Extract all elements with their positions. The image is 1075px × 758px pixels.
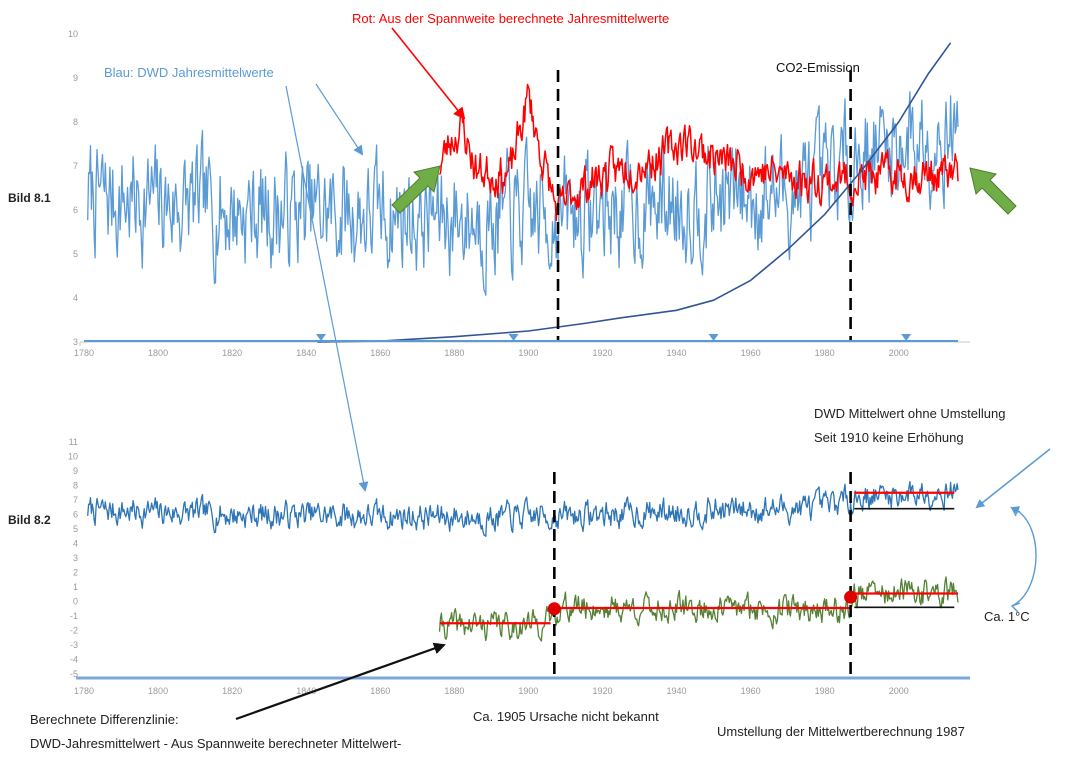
arrow-red-title: [391, 27, 466, 120]
chart-2-y-ticks: -5 -4 -3 -2 -1 0 1 2 3 4 5 6 7 8 9 10 11: [68, 437, 78, 679]
y-tick-label: 2: [73, 568, 78, 578]
x-tick-label: 1920: [592, 686, 612, 696]
co2-label: CO2-Emission: [776, 60, 860, 75]
series-line: [438, 576, 959, 642]
y-tick-label: 5: [73, 249, 78, 259]
chart-1-x-ticks: 1780 1800 1820 1840 1860 1880 1900 1920 1940 1960…: [74, 348, 909, 358]
arrow-blue-title-1: [315, 83, 364, 156]
chart-1-series: [84, 42, 959, 343]
panel-label-1: Bild 8.1: [8, 191, 51, 205]
arrow-diff-line: [235, 642, 446, 721]
series-line: [87, 480, 959, 537]
y-tick-label: -5: [70, 669, 78, 679]
y-tick-label: 9: [73, 466, 78, 476]
x-tick-label: 1780: [74, 348, 94, 358]
umstellung-label: Umstellung der Mittelwertberechnung 1987: [717, 724, 965, 739]
y-tick-label: 0: [73, 597, 78, 607]
y-tick-label: -2: [70, 626, 78, 636]
diff-line-label-1: Berechnete Differenzlinie:: [30, 712, 179, 727]
y-tick-label: 11: [69, 437, 78, 447]
series-line: [317, 42, 952, 343]
x-tick-label: 2000: [889, 348, 909, 358]
y-tick-label: -1: [70, 611, 78, 621]
y-tick-label: 8: [73, 481, 78, 491]
y-tick-label: 9: [73, 73, 78, 83]
red-dot: [547, 602, 561, 616]
chart-2-series: [87, 472, 959, 674]
x-tick-label: 1880: [444, 348, 464, 358]
x-tick-label: 1960: [741, 348, 761, 358]
x-tick-label: 1800: [148, 686, 168, 696]
dwd-note-line-2: Seit 1910 keine Erhöhung: [814, 430, 964, 445]
x-tick-label: 1780: [74, 686, 94, 696]
x-tick-label: 1840: [296, 348, 316, 358]
panel-label-2: Bild 8.2: [8, 513, 51, 527]
x-tick-label: 1880: [444, 686, 464, 696]
y-tick-label: 7: [73, 495, 78, 505]
annotation-arrows: [235, 27, 1051, 721]
blue-series-title: Blau: DWD Jahresmittelwerte: [104, 65, 274, 80]
y-tick-label: 3: [73, 337, 78, 347]
arrow-curved-back: [1010, 506, 1021, 517]
arrow-dwd-note: [975, 448, 1051, 509]
y-tick-label: 1: [73, 582, 78, 592]
y-tick-label: -4: [70, 655, 78, 665]
x-tick-label: 2000: [889, 686, 909, 696]
y-tick-label: 6: [73, 205, 78, 215]
series-line: [438, 83, 959, 222]
ca-1905-label: Ca. 1905 Ursache nicht bekannt: [473, 709, 659, 724]
x-tick-label: 1820: [222, 686, 242, 696]
triangle-marker: [708, 334, 719, 341]
x-tick-label: 1840: [296, 686, 316, 696]
x-tick-label: 1820: [222, 348, 242, 358]
x-tick-label: 1860: [370, 348, 390, 358]
x-tick-label: 1860: [370, 686, 390, 696]
x-tick-label: 1900: [518, 686, 538, 696]
y-tick-label: -3: [70, 640, 78, 650]
x-tick-label: 1940: [667, 686, 687, 696]
x-tick-label: 1940: [667, 348, 687, 358]
x-tick-label: 1800: [148, 348, 168, 358]
chart-1-axes: [79, 341, 970, 346]
triangle-marker: [316, 334, 327, 341]
y-tick-label: 7: [73, 161, 78, 171]
chart-1-y-ticks: 3 4 5 6 7 8 9 10: [68, 29, 78, 347]
chart-2-x-ticks: 1780 1800 1820 1840 1860 1880 1900 1920 1940 1960…: [74, 686, 909, 696]
y-tick-label: 10: [68, 29, 78, 39]
y-tick-label: 8: [73, 117, 78, 127]
y-tick-label: 4: [73, 539, 78, 549]
red-series-title: Rot: Aus der Spannweite berechnete Jahre…: [352, 11, 669, 26]
diff-line-label-2: DWD-Jahresmittelwert - Aus Spannweite be…: [30, 736, 401, 751]
red-dot: [844, 590, 858, 604]
triangle-marker: [508, 334, 519, 341]
arrow-curved: [1010, 506, 1037, 607]
green-arrow-right: [969, 167, 1017, 215]
green-arrow-left: [391, 165, 441, 214]
y-tick-label: 4: [73, 293, 78, 303]
y-tick-label: 5: [73, 524, 78, 534]
y-tick-label: 3: [73, 553, 78, 563]
x-tick-label: 1980: [815, 348, 835, 358]
dwd-note-line-1: DWD Mittelwert ohne Umstellung: [814, 406, 1005, 421]
x-tick-label: 1920: [592, 348, 612, 358]
ca-1c-label: Ca. 1°C: [984, 609, 1030, 624]
x-tick-label: 1960: [741, 686, 761, 696]
x-tick-label: 1900: [518, 348, 538, 358]
x-tick-label: 1980: [815, 686, 835, 696]
y-tick-label: 10: [68, 452, 78, 462]
arrow-blue-title-2: [285, 85, 369, 492]
triangle-marker: [901, 334, 912, 341]
y-tick-label: 6: [73, 510, 78, 520]
